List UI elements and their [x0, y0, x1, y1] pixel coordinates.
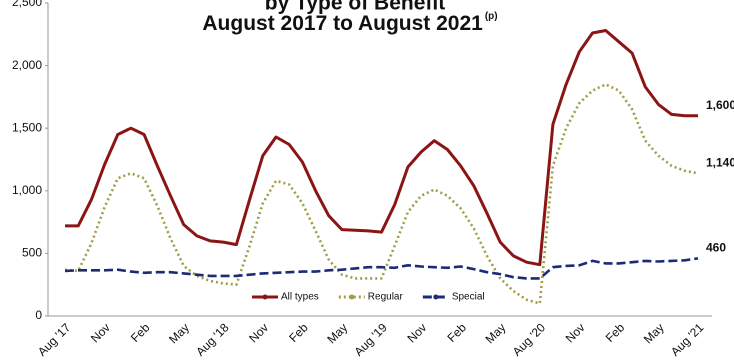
x-tick-label: Nov [88, 320, 113, 345]
value-label: 460 [706, 241, 726, 255]
x-tick-label: May [324, 320, 350, 346]
x-tick-label: May [166, 320, 192, 346]
legend-marker [349, 294, 355, 300]
legend-label: All types [281, 292, 319, 303]
legend-marker [262, 294, 268, 300]
legend-label: Special [452, 292, 485, 303]
x-tick-label: Aug '19 [351, 320, 390, 359]
x-tick-label: Feb [128, 320, 153, 345]
x-tick-label: Nov [246, 320, 271, 345]
line-series [64, 257, 699, 280]
x-tick-label: Feb [444, 320, 469, 345]
y-tick-label: 1,500 [12, 120, 42, 134]
legend-marker [433, 294, 439, 300]
y-tick-label: 2,500 [12, 0, 42, 9]
x-tick-label: Feb [286, 320, 311, 345]
legend-item: Special [422, 292, 485, 303]
x-tick-label: Feb [603, 320, 628, 345]
x-tick-label: May [641, 320, 667, 346]
x-tick-label: Aug '18 [193, 320, 232, 359]
chart-subtitle: August 2017 to August 2021 (p) [202, 11, 497, 35]
x-tick-label: May [483, 320, 509, 346]
legend-item: Regular [338, 292, 404, 303]
subtitle-text: August 2017 to August 2021 [202, 12, 483, 35]
x-tick-label: Aug '17 [35, 320, 74, 359]
legend-label: Regular [368, 292, 404, 303]
y-tick-label: 2,000 [12, 58, 42, 72]
chart-title: by Type of Benefit [265, 0, 445, 15]
y-tick-label: 500 [22, 246, 42, 260]
x-tick-label: Aug '20 [510, 320, 549, 359]
y-tick-label: 0 [35, 308, 42, 322]
line-series [64, 83, 699, 305]
x-tick-label: Nov [563, 320, 588, 345]
subtitle-superscript: (p) [485, 11, 498, 22]
value-label: 1,140 [706, 155, 734, 169]
x-tick-label: Nov [404, 320, 429, 345]
value-label: 1,600 [706, 98, 734, 112]
x-tick-label: Aug '21 [668, 320, 707, 359]
line-series [65, 29, 698, 267]
y-tick-label: 1,000 [12, 183, 42, 197]
legend-item: All types [252, 292, 319, 303]
